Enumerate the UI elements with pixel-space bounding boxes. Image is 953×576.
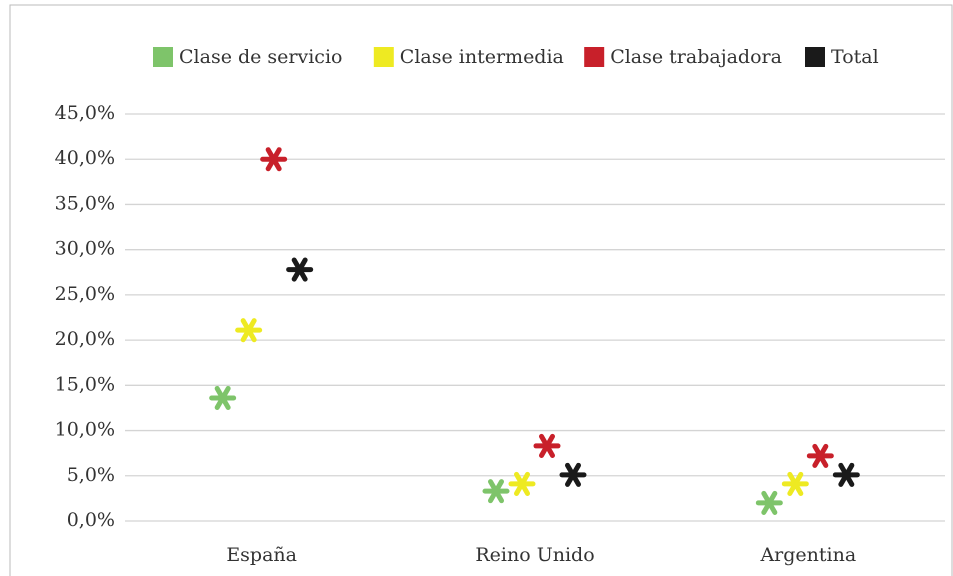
marker-stroke — [514, 471, 530, 496]
marker — [209, 385, 237, 411]
x-tick-label: Reino Unido — [475, 544, 594, 566]
chart-frame — [9, 4, 953, 576]
legend-label: Total — [831, 46, 879, 68]
legend-label: Clase trabajadora — [610, 46, 782, 68]
marker — [235, 318, 263, 343]
marker — [781, 471, 809, 496]
marker — [755, 490, 783, 515]
marker — [286, 257, 314, 282]
y-tick-label: 15,0% — [55, 373, 115, 395]
legend-label: Clase intermedia — [400, 46, 564, 68]
marker-stroke — [812, 443, 829, 468]
legend-label: Clase de servicio — [179, 46, 342, 68]
marker-stroke — [565, 462, 581, 487]
y-tick-label: 20,0% — [55, 328, 115, 350]
marker-stroke — [488, 479, 504, 504]
legend-swatch — [153, 47, 173, 67]
x-tick-label: Argentina — [759, 544, 856, 566]
marker — [533, 433, 561, 458]
marker — [260, 147, 288, 172]
marker — [806, 443, 834, 468]
marker-stroke — [214, 385, 231, 411]
y-tick-label: 45,0% — [55, 102, 115, 124]
marker-stroke — [838, 462, 855, 487]
legend-swatch — [805, 47, 825, 67]
marker-stroke — [761, 490, 778, 515]
marker — [482, 479, 510, 504]
y-tick-label: 0,0% — [67, 509, 115, 531]
y-tick-label: 25,0% — [55, 283, 115, 305]
legend-swatch — [584, 47, 605, 67]
marker — [559, 462, 587, 487]
marker-stroke — [539, 433, 555, 458]
y-tick-label: 5,0% — [67, 464, 115, 486]
y-tick-label: 10,0% — [55, 419, 115, 441]
marker-stroke — [291, 257, 308, 282]
y-tick-label: 30,0% — [55, 238, 115, 260]
marker — [508, 471, 536, 496]
marker-stroke — [240, 318, 257, 343]
x-tick-label: España — [226, 544, 297, 566]
y-tick-label: 40,0% — [55, 147, 115, 169]
marker-stroke — [787, 471, 804, 496]
marker-stroke — [265, 147, 282, 172]
marker — [832, 462, 860, 487]
legend-swatch — [373, 47, 394, 67]
y-tick-label: 35,0% — [55, 192, 115, 214]
